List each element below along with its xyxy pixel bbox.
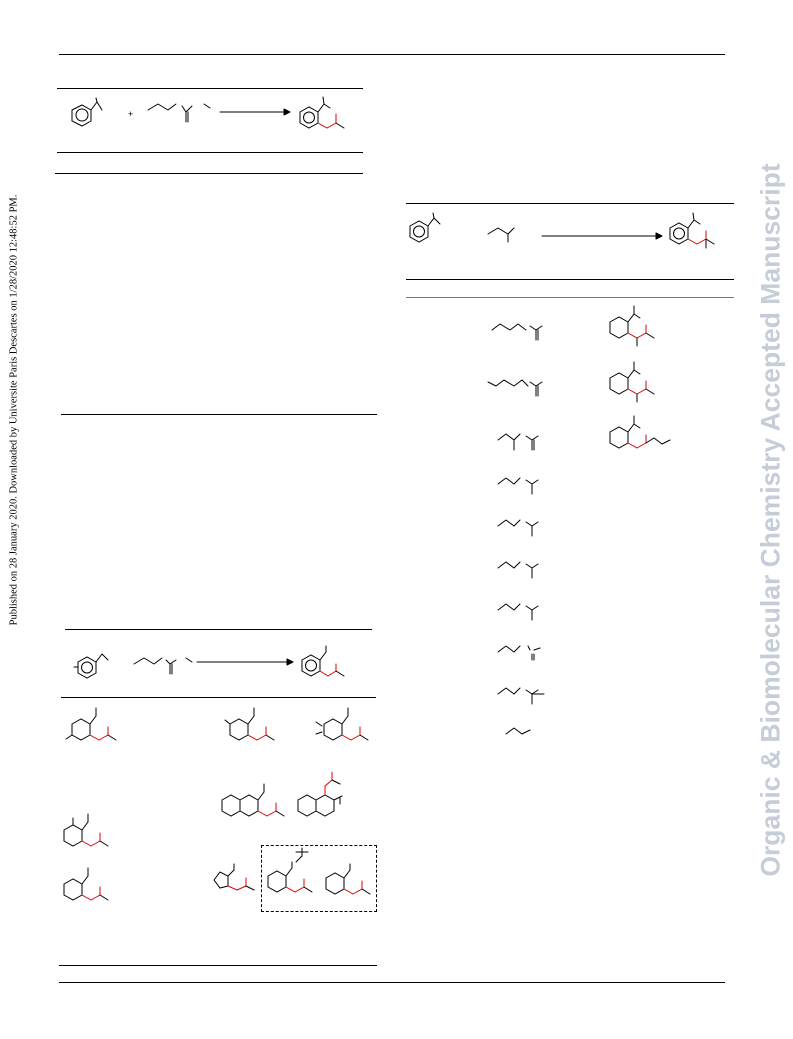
- table-product-2: [609, 361, 655, 403]
- reagent-row-10: [505, 727, 531, 735]
- reactant-styrene-structure-2: [409, 212, 441, 243]
- reagent-row-9: [497, 687, 545, 705]
- product-3i: [267, 847, 313, 893]
- table-product-1: [609, 305, 655, 347]
- reagent-row-7: [497, 603, 539, 621]
- reactant-styrene-structure: [71, 97, 103, 127]
- reaction-arrow: [219, 108, 291, 116]
- product-3h: [213, 863, 255, 891]
- scheme1-bottom-rule: [55, 173, 363, 174]
- reagent-row-8: [497, 645, 541, 661]
- reactant-allyl-structure: [147, 103, 211, 123]
- product-generic-3: [301, 645, 345, 677]
- table-product-3: [609, 415, 671, 449]
- reagent-row-6: [497, 561, 539, 579]
- scheme2-header-rule: [406, 297, 734, 298]
- scheme3-top-rule: [65, 629, 372, 630]
- watermark-text: Organic & Biomolecular Chemistry Accepte…: [755, 163, 786, 877]
- product-3a: [65, 707, 117, 741]
- product-structure-2: [669, 212, 715, 249]
- reagent-row-1: [491, 323, 543, 341]
- product-3f: [63, 813, 109, 847]
- scheme1-mid-rule: [57, 152, 363, 153]
- publication-note: Published on 28 January 2020. Downloaded…: [4, 190, 24, 630]
- plus-sign: +: [128, 109, 134, 119]
- reactant-allyl-structure-2: [133, 657, 193, 675]
- product-3e: [297, 771, 343, 817]
- product-3d: [221, 783, 285, 817]
- reactant-substituted-styrene: [73, 653, 109, 679]
- footer-rule: [59, 982, 725, 983]
- reagent-row-5: [497, 519, 539, 537]
- scheme3-mid-rule: [61, 697, 376, 698]
- product-structure: [299, 96, 345, 129]
- product-3c: [315, 707, 369, 741]
- reaction-arrow-3: [196, 658, 294, 666]
- product-3b: [224, 707, 275, 741]
- reactant-alkene-2: [487, 227, 515, 243]
- header-rule: [59, 54, 725, 55]
- publication-note-text: Published on 28 January 2020. Downloaded…: [8, 194, 20, 626]
- reagent-row-3: [497, 433, 539, 451]
- reagent-row-2: [487, 379, 543, 397]
- scheme2-top-rule: [406, 203, 734, 204]
- comparison-box: [261, 845, 377, 912]
- scheme3-bottom-rule: [59, 965, 377, 966]
- product-3g: [63, 867, 109, 901]
- scheme1-top-rule: [57, 88, 363, 89]
- reaction-arrow-2: [541, 232, 663, 240]
- scheme2-mid-rule: [406, 279, 734, 280]
- product-3j: [325, 863, 371, 895]
- accepted-manuscript-watermark: Organic & Biomolecular Chemistry Accepte…: [749, 140, 793, 900]
- reagent-row-4: [497, 477, 539, 495]
- scheme3-pre-rule: [61, 414, 377, 415]
